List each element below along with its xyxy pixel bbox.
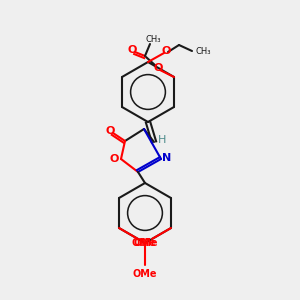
Text: O: O [161,46,171,56]
Text: CH₃: CH₃ [196,47,212,56]
Text: CH₃: CH₃ [145,35,161,44]
Text: O: O [105,126,115,136]
Text: O: O [127,45,137,55]
Text: OMe: OMe [132,238,156,248]
Text: OMe: OMe [134,238,158,248]
Text: H: H [158,135,166,145]
Text: N: N [162,153,172,163]
Text: O: O [109,154,119,164]
Text: O: O [153,63,163,73]
Text: OMe: OMe [133,269,157,279]
